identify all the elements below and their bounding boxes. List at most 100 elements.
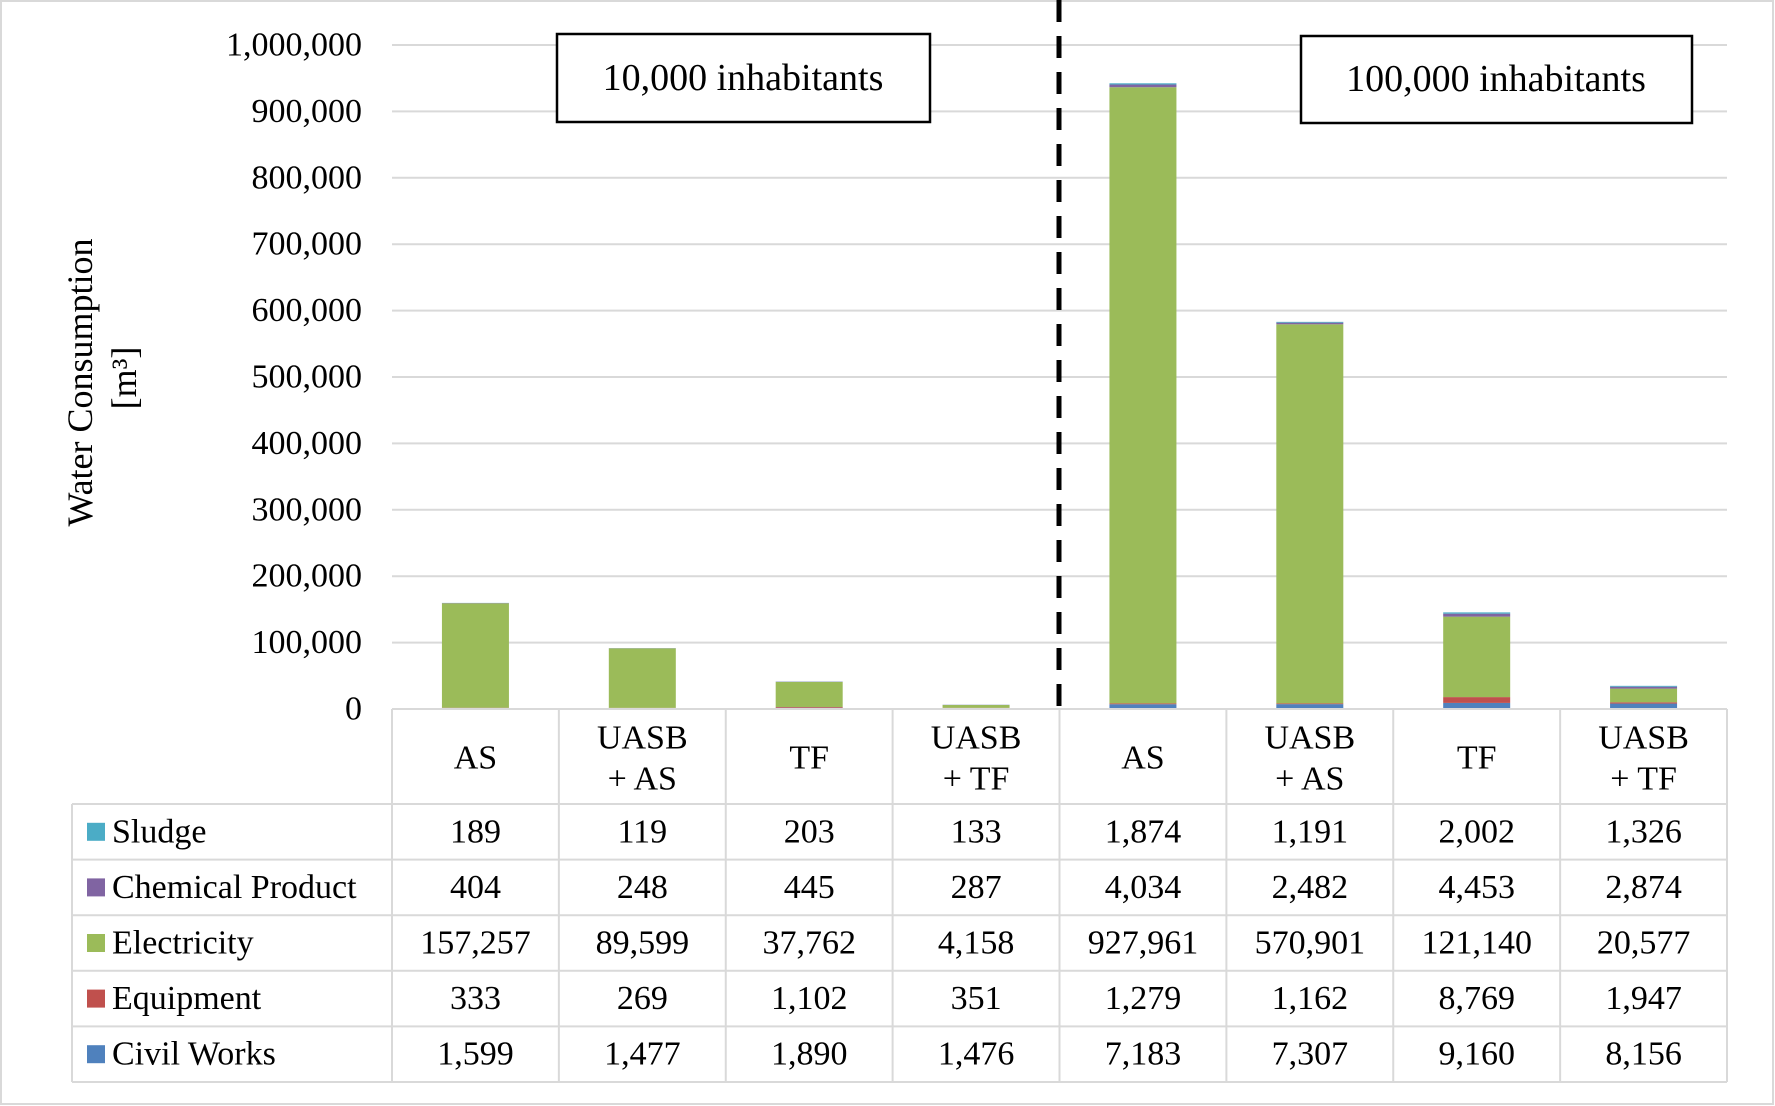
- category-label: + AS: [608, 761, 677, 798]
- bar-segment-electricity: [441, 603, 509, 708]
- bar-segment-chemical-product: [1109, 84, 1177, 88]
- group-label-10k-text: 10,000 inhabitants: [603, 57, 884, 99]
- table-cell: 9,160: [1438, 1036, 1515, 1073]
- bar-segment-chemical-product: [1276, 322, 1344, 325]
- bar-segment-civil-works: [1109, 704, 1177, 709]
- table-cell: 570,901: [1255, 925, 1366, 962]
- category-label: UASB: [1598, 720, 1689, 757]
- table-cell: 4,034: [1105, 869, 1182, 906]
- bar-segment-sludge: [1276, 321, 1344, 323]
- legend-key-electricity: [87, 934, 105, 952]
- y-tick-label: 800,000: [252, 159, 363, 196]
- table-cell: 1,191: [1272, 813, 1349, 850]
- table-cell: 1,102: [771, 980, 848, 1017]
- table-cell: 7,183: [1105, 1036, 1182, 1073]
- category-label: + AS: [1275, 761, 1344, 798]
- y-tick-label: 900,000: [252, 93, 363, 130]
- group-label-100k-text: 100,000 inhabitants: [1346, 58, 1646, 100]
- y-tick-label: 200,000: [252, 558, 363, 595]
- table-cell: 121,140: [1421, 925, 1532, 962]
- table-cell: 2,482: [1272, 869, 1349, 906]
- table-cell: 203: [784, 813, 835, 850]
- bar-segment-electricity: [608, 648, 676, 708]
- y-tick-label: 0: [345, 691, 362, 728]
- y-tick-label: 1,000,000: [226, 27, 362, 64]
- bar-segment-sludge: [1109, 83, 1177, 85]
- series-label: Civil Works: [112, 1036, 276, 1073]
- table-cell: 1,947: [1605, 980, 1682, 1017]
- table-cell: 37,762: [762, 925, 856, 962]
- table-cell: 4,453: [1438, 869, 1515, 906]
- table-cell: 133: [951, 813, 1002, 850]
- category-label: UASB: [931, 720, 1022, 757]
- table-cell: 189: [450, 813, 501, 850]
- table-cell: 119: [617, 813, 667, 850]
- table-cell: 4,158: [938, 925, 1015, 962]
- bar-segment-equipment: [1276, 703, 1344, 705]
- y-axis-label-line2: [m³]: [104, 347, 144, 410]
- y-axis-ticks: 0 100,000 200,000 300,000 400,000 500,000 600,…: [226, 27, 362, 728]
- series-label: Chemical Product: [112, 869, 357, 906]
- bar-segment-sludge: [1443, 612, 1511, 614]
- category-label: TF: [1457, 740, 1497, 777]
- table-cell: 269: [617, 980, 668, 1017]
- bar-segment-electricity: [1276, 324, 1344, 704]
- bar-segment-electricity: [775, 681, 843, 708]
- bar-segment-chemical-product: [1610, 686, 1678, 689]
- legend-key-civil-works: [87, 1045, 105, 1064]
- table-cell: 7,307: [1272, 1036, 1349, 1073]
- y-tick-label: 500,000: [252, 359, 363, 396]
- y-tick-label: 100,000: [252, 624, 363, 661]
- bar-segment-sludge: [1610, 685, 1678, 687]
- category-label: AS: [454, 740, 497, 777]
- table-cell: 20,577: [1597, 925, 1691, 962]
- table-cell: 445: [784, 869, 835, 906]
- table-cell: 248: [617, 869, 668, 906]
- table-cell: 1,874: [1105, 813, 1182, 850]
- bar-segment-electricity: [1109, 87, 1177, 704]
- table-cell: 89,599: [596, 925, 690, 962]
- bar-segment-chemical-product: [1443, 613, 1511, 617]
- series-label: Electricity: [112, 925, 254, 962]
- bar-segment-electricity: [1610, 688, 1678, 703]
- group-label-100k: 100,000 inhabitants: [1299, 34, 1694, 125]
- table-cell: 157,257: [420, 925, 531, 962]
- table-cell: 1,476: [938, 1036, 1015, 1073]
- bar-segment-electricity: [1443, 616, 1511, 698]
- table-cell: 8,769: [1438, 980, 1515, 1017]
- table-cell: 1,279: [1105, 980, 1182, 1017]
- table-cell: 404: [450, 869, 501, 906]
- y-axis-label-line1: Water Consumption: [60, 238, 100, 526]
- table-cell: 1,162: [1272, 980, 1349, 1017]
- bar-segment-electricity: [942, 705, 1010, 708]
- table-cell: 1,326: [1605, 813, 1682, 850]
- group-label-100k-box: [1299, 34, 1694, 125]
- category-label: TF: [789, 740, 829, 777]
- legend-key-equipment: [87, 989, 105, 1008]
- group-label-10k-box: [555, 32, 932, 124]
- bar-segment-equipment: [1109, 703, 1177, 705]
- table-cell: 2,002: [1438, 813, 1515, 850]
- table-cell: 2,874: [1605, 869, 1682, 906]
- bar-segment-equipment: [775, 707, 843, 708]
- legend-key-chemical-product: [87, 878, 105, 897]
- bars: [441, 83, 1678, 709]
- category-label: + TF: [943, 761, 1010, 798]
- bar-segment-equipment: [1610, 702, 1678, 704]
- bar-segment-civil-works: [1443, 702, 1511, 709]
- y-tick-label: 400,000: [252, 425, 363, 462]
- table-cell: 333: [450, 980, 501, 1017]
- bar-segment-civil-works: [1610, 703, 1678, 709]
- table-cell: 8,156: [1605, 1036, 1682, 1073]
- table-cell: 287: [951, 869, 1002, 906]
- table-cell: 1,599: [437, 1036, 514, 1073]
- group-label-10k: 10,000 inhabitants: [555, 32, 932, 124]
- bar-segment-civil-works: [1276, 704, 1344, 709]
- series-label: Equipment: [112, 980, 262, 1017]
- table-cell: 351: [951, 980, 1002, 1017]
- category-label: AS: [1121, 740, 1164, 777]
- category-label: + TF: [1610, 761, 1677, 798]
- legend-key-sludge: [87, 822, 105, 841]
